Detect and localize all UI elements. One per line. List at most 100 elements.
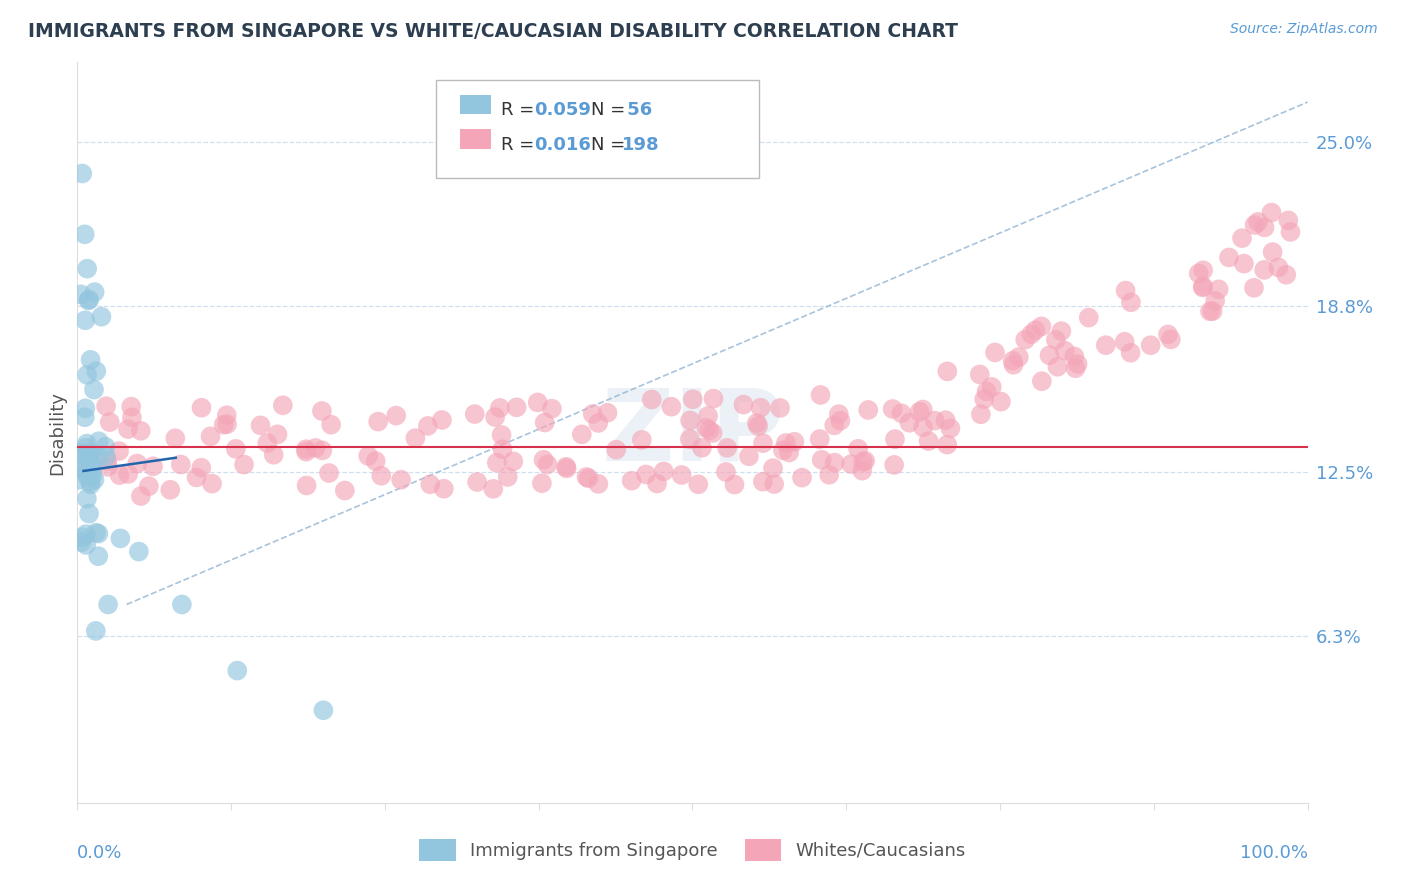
Point (790, 470, 813, 484)
Point (671, 468, 693, 483)
Point (75, 401, 97, 416)
Point (695, 421, 717, 435)
Point (129, 489, 152, 503)
Text: 0.059: 0.059 (534, 101, 591, 119)
Point (271, 398, 294, 412)
Point (1064, 361, 1087, 376)
Point (97, 598, 120, 612)
Point (824, 456, 846, 470)
Point (404, 431, 426, 445)
Point (256, 436, 278, 450)
Point (364, 454, 387, 468)
Point (190, 401, 212, 415)
Text: 56: 56 (621, 101, 652, 119)
Point (82, 463, 104, 477)
Point (127, 457, 149, 471)
Point (752, 436, 775, 450)
Point (142, 459, 165, 474)
Point (170, 458, 193, 472)
Point (976, 384, 998, 399)
Point (295, 442, 318, 457)
Point (747, 419, 769, 434)
Point (97, 459, 120, 474)
Point (485, 456, 508, 470)
Point (186, 470, 208, 484)
Point (72, 530, 94, 544)
Point (828, 407, 851, 421)
Point (641, 392, 664, 407)
Point (76, 466, 98, 480)
Point (908, 405, 931, 419)
Point (110, 532, 132, 546)
Point (973, 392, 995, 406)
Point (808, 432, 831, 446)
Point (1066, 357, 1088, 371)
Point (852, 455, 875, 469)
Point (1267, 260, 1289, 275)
Point (810, 452, 832, 467)
Point (1208, 282, 1230, 296)
Point (190, 460, 212, 475)
Point (1031, 374, 1053, 388)
Point (924, 414, 946, 428)
Point (1094, 338, 1116, 352)
Point (1192, 263, 1215, 277)
Point (1119, 345, 1142, 359)
Point (318, 466, 340, 480)
Point (630, 433, 652, 447)
Point (1253, 263, 1275, 277)
Point (839, 457, 862, 471)
Point (321, 417, 343, 432)
Point (80, 477, 103, 491)
Point (295, 478, 318, 492)
Point (1277, 213, 1299, 227)
Point (263, 448, 285, 462)
Point (1247, 215, 1270, 229)
Point (1157, 327, 1180, 342)
Point (70, 447, 93, 461)
Point (1038, 348, 1060, 362)
Point (890, 406, 912, 420)
Point (1014, 333, 1036, 347)
Point (129, 424, 152, 438)
Point (571, 427, 593, 442)
Point (496, 470, 519, 484)
Point (266, 427, 288, 442)
Point (911, 402, 934, 417)
Point (605, 442, 627, 457)
Point (73, 227, 96, 242)
Point (70, 166, 93, 180)
Point (883, 458, 905, 472)
Point (823, 418, 845, 433)
Point (541, 401, 564, 416)
Point (1119, 295, 1142, 310)
Point (108, 444, 131, 458)
Point (1008, 350, 1031, 364)
Point (79, 352, 101, 367)
Point (370, 468, 392, 483)
Point (851, 464, 873, 478)
Point (212, 417, 235, 432)
Text: IMMIGRANTS FROM SINGAPORE VS WHITE/CAUCASIAN DISABILITY CORRELATION CHART: IMMIGRANTS FROM SINGAPORE VS WHITE/CAUCA… (28, 22, 957, 41)
Point (882, 402, 904, 417)
Point (73, 410, 96, 425)
Point (1019, 327, 1042, 342)
Point (87, 549, 110, 563)
Point (912, 420, 935, 434)
Text: Source: ZipAtlas.com: Source: ZipAtlas.com (1230, 22, 1378, 37)
Point (75, 538, 97, 552)
Point (76, 368, 98, 382)
Text: R =: R = (501, 136, 540, 153)
Point (898, 416, 921, 430)
Point (120, 400, 142, 414)
Point (491, 442, 513, 457)
Point (1002, 358, 1025, 372)
Point (555, 461, 578, 475)
Point (1192, 279, 1215, 293)
Point (970, 407, 993, 421)
Point (430, 413, 453, 427)
Point (84, 525, 107, 540)
Point (491, 428, 513, 442)
Point (311, 404, 333, 418)
Point (117, 422, 139, 436)
